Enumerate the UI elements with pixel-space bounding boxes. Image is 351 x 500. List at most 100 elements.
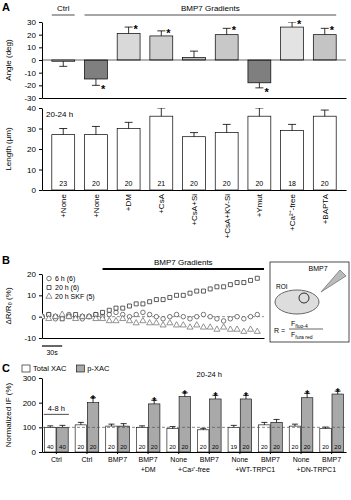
error-cap [78, 422, 84, 423]
tick-label: 0 [32, 313, 37, 322]
tick: +None [92, 193, 101, 217]
tick-label: 300 [23, 374, 37, 383]
point [188, 291, 192, 295]
n-label: 20 [212, 444, 219, 450]
error-cap [223, 124, 231, 125]
point [133, 320, 139, 325]
error-cap [121, 423, 127, 424]
n-label: 19 [230, 444, 237, 450]
tick-mark [39, 317, 42, 318]
inset: BMP7ROIR =Ffluo-4Ffura red [270, 262, 349, 342]
point [242, 317, 247, 322]
cell [275, 290, 319, 314]
point [174, 312, 179, 317]
error-cap [223, 28, 231, 29]
tick: +CsA+Si [190, 194, 199, 226]
significance-mark: * [166, 27, 171, 39]
tick-mark [39, 378, 42, 379]
n-label: 20 [255, 180, 263, 187]
reference-line [42, 427, 346, 428]
point [255, 276, 259, 280]
point [126, 317, 132, 322]
plot-area [42, 391, 346, 452]
y-axis-title: ΔR/R₀ (%) [4, 287, 13, 324]
tick-label: 10 [27, 43, 36, 52]
n-label: 20 [321, 180, 329, 187]
error-stem [324, 110, 325, 116]
point [73, 315, 79, 320]
bar [167, 429, 178, 452]
tick-label: 0 [32, 56, 37, 65]
tick-label: 40 [27, 104, 36, 113]
scale-bar [42, 345, 62, 346]
error-bar [121, 424, 127, 426]
point [187, 324, 193, 329]
point [60, 317, 64, 321]
tick: +BAPTA [321, 193, 330, 224]
tick: +Ca²⁺-free [288, 193, 297, 231]
point [168, 295, 172, 299]
bar [215, 35, 238, 60]
axis-line [43, 190, 347, 191]
fraction-line [289, 329, 323, 330]
point [248, 326, 254, 331]
point [107, 308, 111, 312]
group-header: 20-24 h [197, 370, 222, 379]
legend-marker [46, 293, 52, 298]
n-label: 20 [190, 180, 198, 187]
point [248, 314, 253, 319]
category-group-label: +DM [141, 466, 156, 473]
tick: None [232, 452, 249, 463]
point [161, 298, 165, 302]
tick-mark [270, 452, 271, 454]
legend-label: 20 h (6) [55, 284, 79, 292]
tick-label: BMP7 [108, 456, 127, 463]
tick-label: +DM [124, 194, 133, 211]
tick: +None [59, 193, 68, 217]
significance-mark: * [152, 396, 156, 407]
bar [84, 135, 107, 190]
error-cap [321, 110, 329, 111]
bar [148, 404, 159, 452]
error-stem [95, 126, 96, 134]
point [161, 317, 166, 322]
error-stem [292, 22, 293, 27]
n-label: 20 [181, 444, 188, 450]
error-bar [274, 419, 280, 422]
point [46, 315, 52, 320]
point [167, 320, 173, 325]
error-bar [255, 83, 263, 88]
x-axis: CtrlCtrlBMP7BMP7NoneBMP7NoneBMP7NoneBMP7 [43, 452, 347, 463]
error-bar [288, 22, 296, 27]
point [114, 310, 119, 315]
point [114, 306, 118, 310]
tick-label: 30 [27, 125, 36, 134]
point [175, 293, 179, 297]
point [181, 314, 186, 319]
tick-mark [39, 170, 42, 171]
point [255, 312, 260, 317]
point [106, 317, 112, 322]
tick-mark [39, 338, 42, 339]
error-cap [92, 126, 100, 127]
tick-label: None [232, 456, 249, 463]
tick: +Ymut [255, 193, 264, 217]
error-stem [194, 133, 195, 137]
point [195, 289, 199, 293]
error-cap [125, 27, 133, 28]
bar [75, 425, 86, 452]
point [134, 312, 139, 317]
error-bar [92, 126, 100, 134]
error-cap [47, 425, 53, 426]
n-label: 20 [108, 444, 115, 450]
formula: R = [274, 327, 285, 334]
formula-part: fura red [295, 334, 312, 340]
point [153, 320, 159, 325]
bar [183, 57, 206, 60]
group-bracket [52, 15, 75, 16]
bar [259, 425, 270, 452]
error-bar [292, 424, 298, 426]
bar [271, 422, 282, 452]
tick: Ctrl [82, 452, 93, 463]
point [228, 317, 233, 322]
